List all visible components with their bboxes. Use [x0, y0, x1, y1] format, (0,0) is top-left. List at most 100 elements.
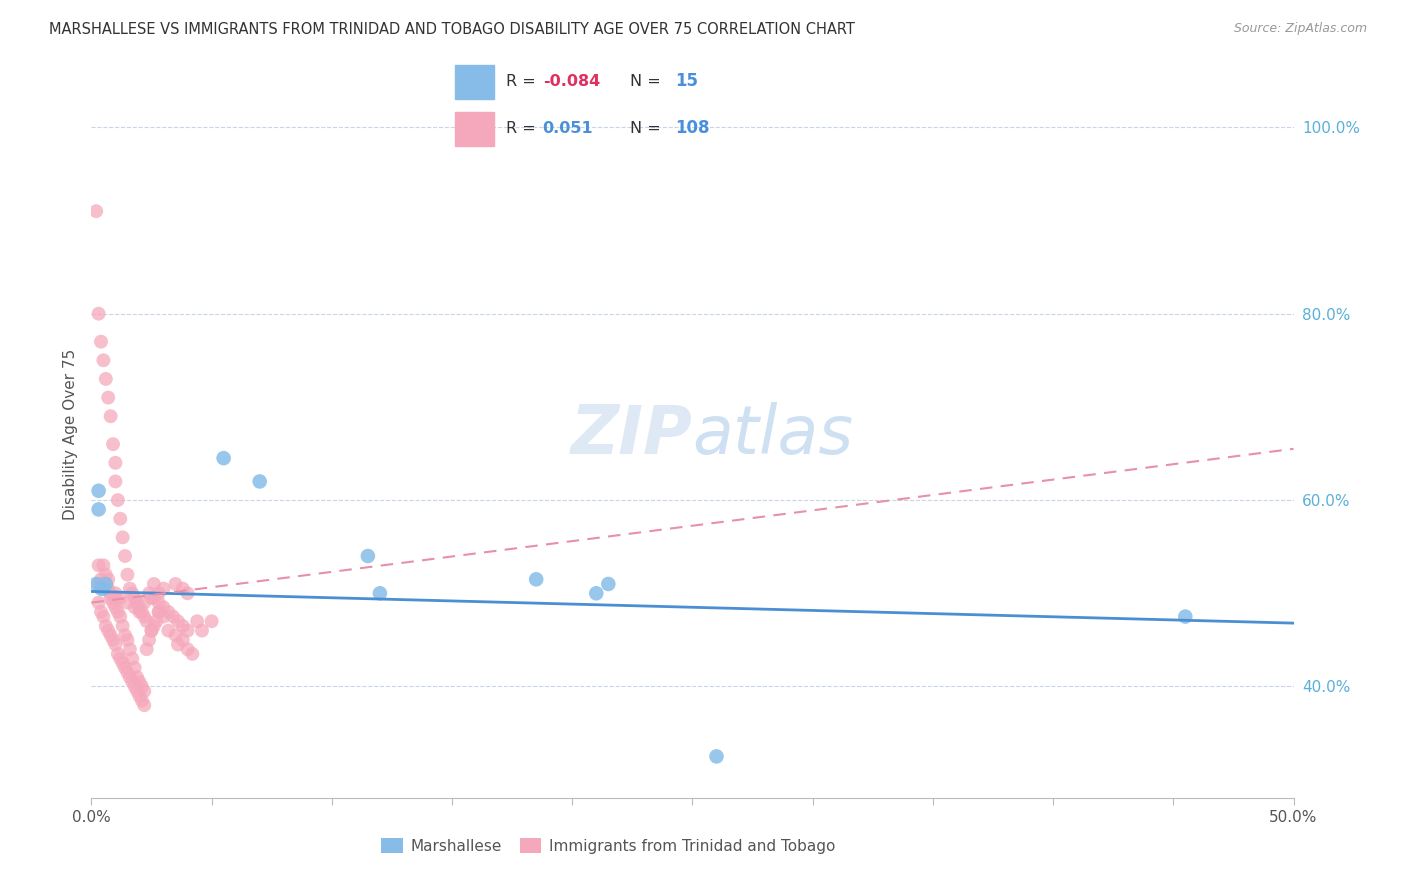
Point: [152, 582, 174, 596]
Point: [135, 614, 157, 628]
Point: [111, 530, 134, 544]
Point: [172, 619, 194, 633]
Point: [152, 600, 174, 615]
Point: [101, 437, 124, 451]
Bar: [456, 112, 495, 145]
Point: [585, 586, 607, 600]
Point: [118, 670, 141, 684]
Point: [176, 586, 198, 600]
Text: atlas: atlas: [692, 402, 853, 467]
Point: [142, 619, 165, 633]
Point: [84, 204, 107, 219]
Point: [100, 586, 122, 600]
Point: [172, 632, 194, 647]
Point: [94, 372, 117, 386]
Point: [100, 628, 122, 642]
Point: [121, 651, 143, 665]
Text: MARSHALLESE VS IMMIGRANTS FROM TRINIDAD AND TOBAGO DISABILITY AGE OVER 75 CORREL: MARSHALLESE VS IMMIGRANTS FROM TRINIDAD …: [49, 22, 855, 37]
Point: [110, 512, 132, 526]
Point: [148, 605, 170, 619]
Point: [93, 353, 115, 368]
Text: N =: N =: [630, 121, 666, 136]
Point: [157, 624, 180, 638]
Point: [94, 577, 117, 591]
Point: [125, 670, 148, 684]
Point: [87, 558, 110, 573]
Point: [101, 596, 124, 610]
Point: [134, 596, 156, 610]
Point: [128, 600, 150, 615]
Point: [110, 651, 132, 665]
Point: [148, 586, 170, 600]
Point: [162, 609, 184, 624]
Point: [94, 619, 117, 633]
Point: [124, 600, 146, 615]
Point: [152, 609, 174, 624]
Point: [104, 586, 127, 600]
Point: [118, 642, 141, 657]
Point: [524, 572, 547, 586]
Point: [128, 605, 150, 619]
Legend: Marshallese, Immigrants from Trinidad and Tobago: Marshallese, Immigrants from Trinidad an…: [375, 832, 841, 860]
Text: Source: ZipAtlas.com: Source: ZipAtlas.com: [1233, 22, 1367, 36]
Point: [118, 582, 141, 596]
Point: [121, 586, 143, 600]
Point: [87, 307, 110, 321]
Point: [141, 624, 163, 638]
Point: [107, 493, 129, 508]
Point: [128, 674, 150, 689]
Text: R =: R =: [506, 74, 541, 88]
Point: [131, 605, 153, 619]
Point: [212, 451, 235, 466]
Text: 15: 15: [676, 72, 699, 90]
Point: [110, 591, 132, 605]
Point: [114, 549, 136, 563]
Point: [249, 475, 271, 489]
Point: [117, 567, 139, 582]
Point: [176, 642, 198, 657]
Point: [104, 591, 127, 605]
Point: [94, 567, 117, 582]
Point: [84, 577, 107, 591]
Point: [87, 577, 110, 591]
Point: [145, 614, 167, 628]
Point: [124, 661, 146, 675]
Point: [131, 693, 153, 707]
Point: [93, 582, 115, 596]
Point: [167, 638, 190, 652]
Point: [117, 632, 139, 647]
Point: [107, 647, 129, 661]
Text: R =: R =: [506, 121, 541, 136]
Point: [104, 638, 127, 652]
Point: [357, 549, 380, 563]
Text: -0.084: -0.084: [543, 74, 600, 88]
Point: [167, 614, 190, 628]
Point: [124, 680, 146, 694]
Point: [97, 582, 120, 596]
Point: [165, 577, 187, 591]
Point: [90, 334, 112, 349]
Point: [128, 689, 150, 703]
Point: [104, 456, 127, 470]
Point: [141, 624, 163, 638]
Point: [186, 614, 208, 628]
Point: [157, 605, 180, 619]
Point: [90, 577, 112, 591]
Point: [114, 628, 136, 642]
Point: [90, 582, 112, 596]
Point: [104, 600, 127, 615]
Text: ZIP: ZIP: [571, 402, 692, 467]
Point: [131, 680, 153, 694]
Point: [111, 656, 134, 670]
Point: [100, 591, 122, 605]
Point: [191, 624, 214, 638]
Point: [97, 624, 120, 638]
Text: N =: N =: [630, 74, 666, 88]
Point: [93, 558, 115, 573]
Point: [165, 628, 187, 642]
Point: [125, 596, 148, 610]
Point: [107, 605, 129, 619]
Point: [148, 596, 170, 610]
Point: [134, 609, 156, 624]
Point: [90, 605, 112, 619]
